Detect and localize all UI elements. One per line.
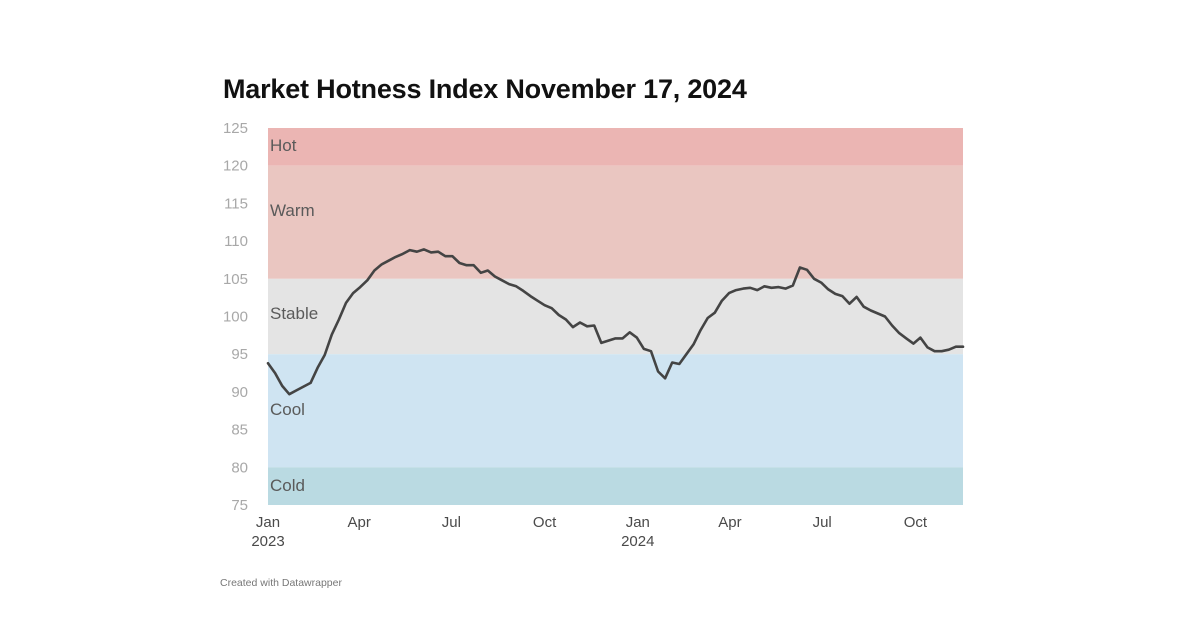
band-warm <box>268 165 963 279</box>
y-tick-label: 125 <box>223 120 248 137</box>
x-tick-label: Jan <box>256 514 280 531</box>
x-tick-year-label: 2023 <box>251 533 284 550</box>
series-line <box>266 248 965 396</box>
y-tick-label: 115 <box>224 195 248 212</box>
y-tick-label: 100 <box>223 309 248 326</box>
y-axis: 125 120 115 110 105 100 95 90 85 80 75 <box>223 120 248 514</box>
y-tick-label: 80 <box>231 459 248 476</box>
band-cold <box>268 467 963 505</box>
y-tick-label: 75 <box>231 497 248 514</box>
band-label-layer: Hot Warm Stable Cool Cold <box>270 136 318 495</box>
band-label-warm: Warm <box>270 201 315 220</box>
x-tick-label: Jan <box>626 514 650 531</box>
x-axis: Jan 2023 Apr Jul Oct Jan 2024 Apr Jul Oct <box>251 514 928 550</box>
x-tick-label: Jul <box>442 514 461 531</box>
band-cool <box>268 354 963 468</box>
credit-text: Created with Datawrapper <box>220 577 342 589</box>
band-layer <box>268 128 963 505</box>
y-tick-label: 95 <box>231 346 248 363</box>
band-stable <box>268 278 963 355</box>
band-label-cool: Cool <box>270 400 305 419</box>
band-label-cold: Cold <box>270 476 305 495</box>
band-label-hot: Hot <box>270 136 297 155</box>
x-tick-label: Apr <box>348 514 371 531</box>
y-tick-label: 85 <box>231 422 248 439</box>
series-layer <box>266 248 965 396</box>
band-hot <box>268 128 963 166</box>
chart-title: Market Hotness Index November 17, 2024 <box>223 74 747 104</box>
band-label-stable: Stable <box>270 304 318 323</box>
y-tick-label: 105 <box>223 271 248 288</box>
x-tick-year-label: 2024 <box>621 533 654 550</box>
x-tick-label: Apr <box>718 514 741 531</box>
x-tick-label: Jul <box>813 514 832 531</box>
y-tick-label: 90 <box>231 384 248 401</box>
x-tick-label: Oct <box>904 514 928 531</box>
y-tick-label: 120 <box>223 158 248 175</box>
y-tick-label: 110 <box>224 233 248 250</box>
x-tick-label: Oct <box>533 514 557 531</box>
